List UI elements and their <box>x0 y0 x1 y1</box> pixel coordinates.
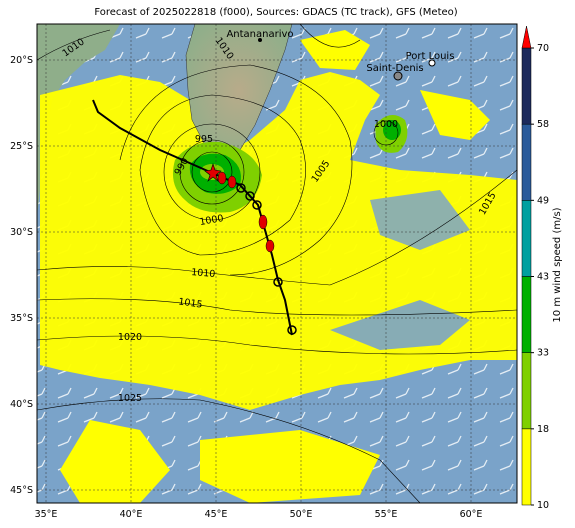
colorbar-tick-label: 18 <box>537 424 549 435</box>
colorbar-label: 10 m wind speed (m/s) <box>552 207 563 322</box>
colorbar-tick-label: 49 <box>537 195 549 206</box>
contour-label: 1025 <box>118 393 142 404</box>
x-tick-label: 55°E <box>375 509 398 520</box>
y-tick-label: 25°S <box>10 141 33 152</box>
colorbar-segment <box>521 47 532 125</box>
colorbar-segment <box>521 200 532 277</box>
place-label: Port Louis <box>406 51 455 62</box>
contour-label: 1020 <box>118 332 142 343</box>
x-tick-label: 60°E <box>460 509 483 520</box>
colorbar-tick-label: 43 <box>537 272 549 283</box>
place-label: Saint-Denis <box>366 63 423 74</box>
y-tick-label: 40°S <box>10 399 33 410</box>
x-tick-label: 35°E <box>35 509 58 520</box>
y-tick-label: 30°S <box>10 227 33 238</box>
colorbar-tick-label: 33 <box>537 348 549 359</box>
x-tick-label: 40°E <box>120 509 143 520</box>
y-tick-label: 35°S <box>10 313 33 324</box>
y-tick-label: 45°S <box>10 485 33 496</box>
map-area: Antananarivo Port Louis Saint-Denis 1010… <box>37 24 517 503</box>
map-frame <box>36 23 518 504</box>
colorbar-extend <box>521 25 532 49</box>
title: Forecast of 2025022818 (f000), Sources: … <box>94 7 457 18</box>
x-tick-label: 50°E <box>290 509 313 520</box>
contour-label: 1015 <box>178 296 203 310</box>
contour-label: 1010 <box>191 267 216 280</box>
place-label: Antananarivo <box>226 29 293 40</box>
colorbar-segment <box>521 352 532 430</box>
contour-label: 1000 <box>374 119 398 130</box>
contour-label: 1000 <box>199 213 225 228</box>
colorbar-tick-label: 58 <box>537 119 549 130</box>
x-tick-label: 45°E <box>205 509 228 520</box>
y-tick-label: 20°S <box>10 55 33 66</box>
colorbar-segment <box>521 428 532 506</box>
contour-label: 995 <box>195 134 213 145</box>
colorbar-tick-label: 10 <box>537 500 549 511</box>
colorbar-tick-label: 70 <box>537 43 549 54</box>
colorbar-segment <box>521 276 532 353</box>
colorbar-segment <box>521 123 532 201</box>
